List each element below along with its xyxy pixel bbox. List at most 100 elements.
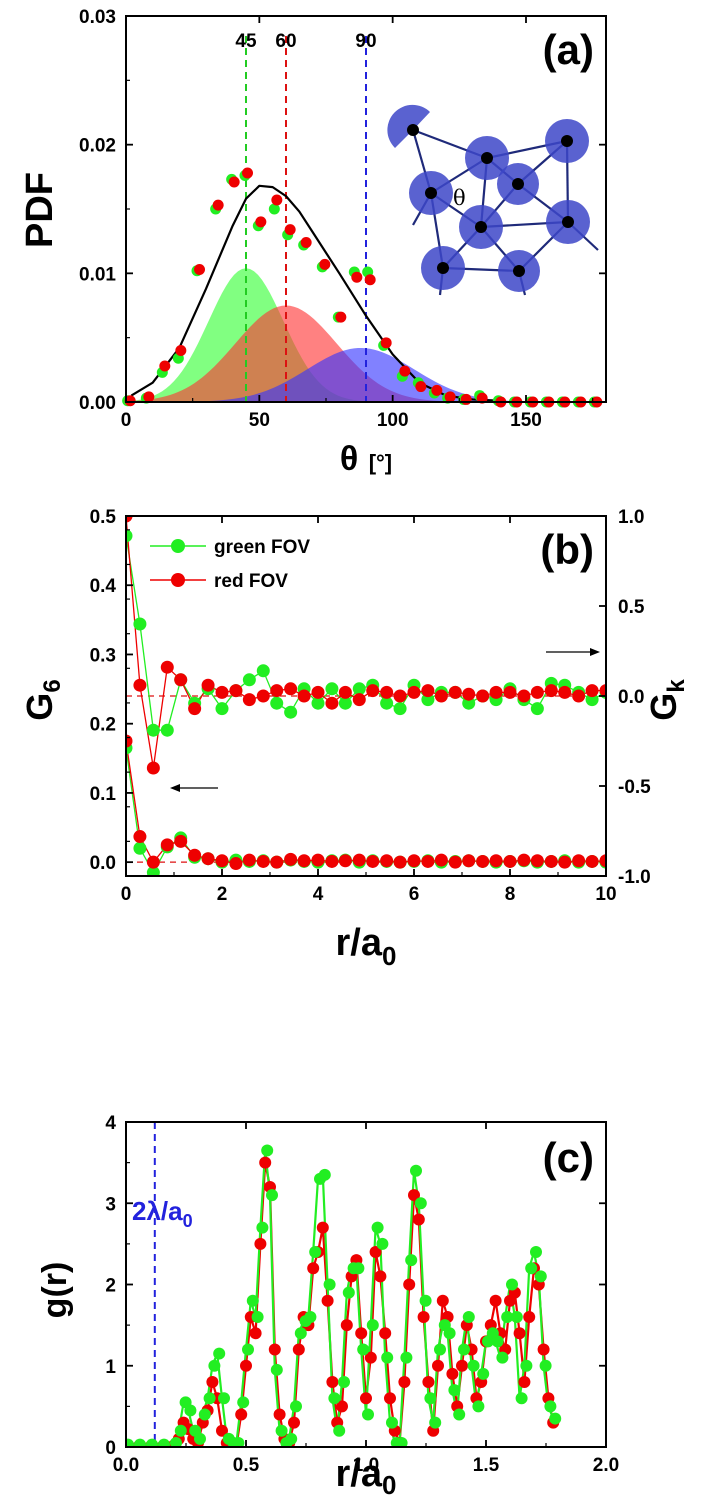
y-tick-label: 0.5 bbox=[90, 507, 117, 528]
point-green-FOV bbox=[133, 841, 147, 855]
point-green-FOV bbox=[311, 696, 325, 710]
point-green-FOV bbox=[160, 723, 174, 737]
point-green-FOV bbox=[270, 696, 284, 710]
point-green bbox=[184, 1404, 197, 1417]
y-tick-label: 0 bbox=[105, 1438, 116, 1459]
point-green bbox=[477, 1367, 490, 1380]
point-red-FOV bbox=[489, 685, 503, 699]
y-tick-label: 1 bbox=[105, 1357, 116, 1378]
point-red bbox=[292, 1343, 305, 1356]
point-red bbox=[268, 1343, 281, 1356]
vline-label-45: 45 bbox=[235, 31, 257, 52]
point-red bbox=[446, 1367, 459, 1380]
point-red-FOV bbox=[338, 854, 352, 868]
point-red-FOV bbox=[174, 673, 188, 687]
point-red bbox=[235, 1408, 248, 1421]
point-green bbox=[232, 1436, 245, 1447]
panel-c-lambda-label: 2λ/a0 bbox=[132, 1196, 193, 1231]
point-green bbox=[126, 1438, 134, 1447]
y-tick-label: 0.03 bbox=[79, 7, 116, 28]
point-red-FOV bbox=[160, 838, 174, 852]
x-tick-label: 0.0 bbox=[113, 1455, 139, 1476]
y2-tick-label: 1.0 bbox=[618, 507, 644, 528]
point-red bbox=[364, 1351, 377, 1364]
point-green bbox=[194, 1432, 206, 1445]
point-green-FOV bbox=[133, 617, 147, 631]
point-green bbox=[146, 1438, 158, 1447]
point-green bbox=[213, 1347, 226, 1360]
point-red bbox=[194, 263, 205, 275]
point-red-FOV bbox=[311, 853, 325, 867]
y2-tick-label: 0.5 bbox=[618, 597, 645, 618]
point-red-FOV bbox=[462, 687, 476, 701]
point-red-FOV bbox=[544, 854, 558, 868]
point-red bbox=[432, 1359, 444, 1372]
point-green-FOV bbox=[325, 682, 339, 696]
point-green bbox=[530, 1246, 542, 1258]
legend-label-green: green FOV bbox=[214, 537, 310, 558]
point-red bbox=[254, 1237, 267, 1250]
point-red-FOV bbox=[407, 854, 421, 868]
point-red-FOV bbox=[380, 685, 394, 699]
point-red-FOV bbox=[215, 685, 229, 699]
point-green-FOV bbox=[242, 673, 256, 687]
point-green-FOV bbox=[338, 696, 352, 710]
y2-tick-label: -0.5 bbox=[618, 777, 651, 798]
panel-a-label: (a) bbox=[543, 26, 594, 73]
point-red bbox=[518, 1376, 531, 1388]
point-red-FOV bbox=[421, 684, 435, 698]
point-red-FOV bbox=[174, 834, 188, 848]
point-red-FOV bbox=[476, 854, 490, 868]
point-red-FOV bbox=[476, 689, 490, 703]
panel-c-xlabel-main: r/a bbox=[336, 1453, 383, 1495]
x-tick-label: 0 bbox=[121, 884, 132, 905]
panel-c-label: (c) bbox=[543, 1134, 594, 1181]
point-green bbox=[506, 1278, 518, 1291]
point-red bbox=[319, 258, 331, 270]
point-red-FOV bbox=[297, 854, 311, 868]
panel-a-xlabel-theta: θ bbox=[340, 440, 358, 478]
panel-b-y2label-main: G bbox=[643, 693, 684, 721]
point-red bbox=[417, 1311, 430, 1323]
legend-marker-red bbox=[171, 573, 185, 587]
point-red bbox=[460, 393, 472, 405]
point-green bbox=[467, 1359, 480, 1372]
point-green bbox=[424, 1392, 437, 1405]
point-green bbox=[256, 1221, 269, 1234]
panel-b-xlabel-main: r/a bbox=[336, 922, 383, 964]
point-green bbox=[268, 203, 280, 215]
point-green bbox=[544, 1400, 557, 1413]
point-green bbox=[352, 1262, 365, 1275]
point-green bbox=[242, 1343, 254, 1356]
point-green bbox=[410, 1164, 422, 1177]
point-green bbox=[309, 1246, 322, 1258]
point-red bbox=[399, 365, 411, 377]
point-red bbox=[513, 1327, 526, 1340]
point-red bbox=[228, 176, 240, 188]
point-red bbox=[316, 1221, 329, 1234]
point-red bbox=[403, 1278, 416, 1291]
point-green bbox=[386, 1416, 398, 1429]
y-tick-label: 2 bbox=[105, 1276, 116, 1297]
point-red-FOV bbox=[325, 854, 339, 868]
point-red bbox=[537, 1343, 550, 1356]
point-green bbox=[323, 1278, 336, 1291]
legend-marker-green bbox=[171, 539, 185, 553]
panel-c-lambda-main: 2λ/a bbox=[132, 1196, 183, 1226]
point-green bbox=[515, 1392, 528, 1405]
point-green bbox=[534, 1270, 547, 1283]
vline-label-90: 90 bbox=[355, 31, 376, 52]
point-green bbox=[458, 1343, 470, 1356]
panel-b-xlabel-sub: 0 bbox=[382, 941, 396, 971]
point-red bbox=[444, 391, 456, 403]
point-green bbox=[328, 1392, 341, 1405]
point-green bbox=[381, 1351, 394, 1364]
point-red bbox=[489, 1294, 502, 1307]
vline-label-60: 60 bbox=[275, 31, 296, 52]
point-green bbox=[520, 1359, 533, 1372]
point-red bbox=[408, 1189, 420, 1202]
point-red-FOV bbox=[201, 852, 215, 866]
point-green bbox=[266, 1189, 278, 1202]
point-red-FOV bbox=[284, 852, 298, 866]
